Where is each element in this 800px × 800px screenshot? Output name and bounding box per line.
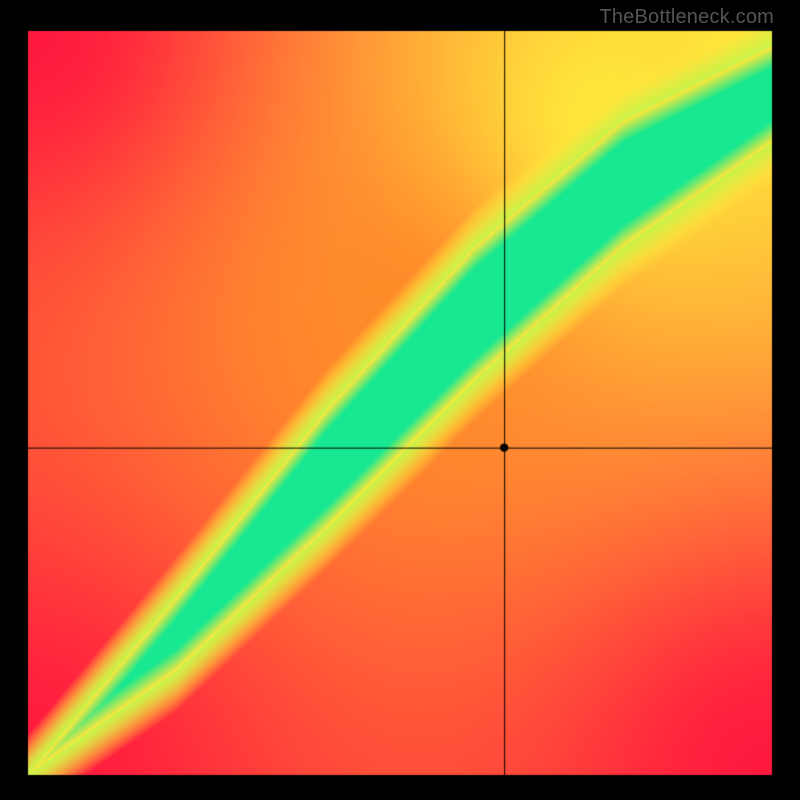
chart-container: TheBottleneck.com	[0, 0, 800, 800]
heatmap-canvas	[0, 0, 800, 800]
watermark-text: TheBottleneck.com	[599, 6, 774, 29]
